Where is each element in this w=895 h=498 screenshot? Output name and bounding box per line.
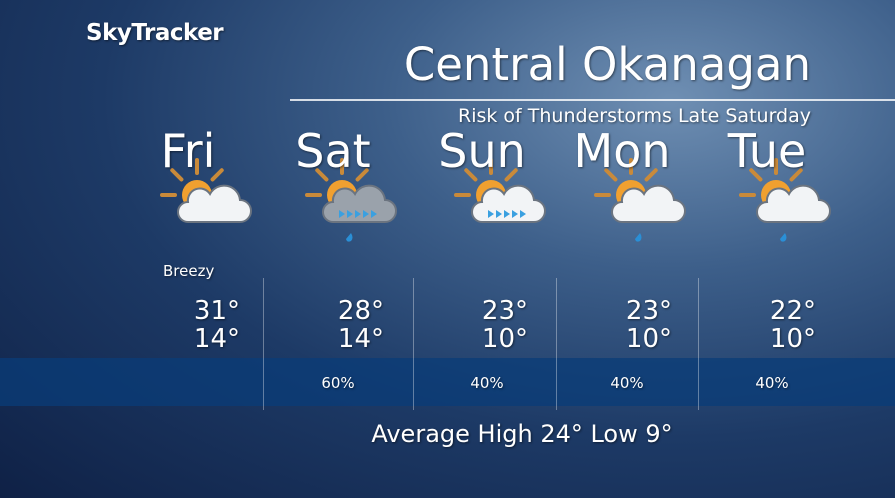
rain-drop xyxy=(346,233,353,242)
day-name: Sun xyxy=(438,124,526,178)
column-separator xyxy=(556,278,557,410)
day-name: Fri xyxy=(160,124,216,178)
day-name: Sat xyxy=(295,124,371,178)
sun-ray xyxy=(789,168,803,182)
low-temp: 10° xyxy=(481,324,528,354)
footer: Average High 24° Low 9° xyxy=(371,420,673,448)
sun-ray xyxy=(644,168,658,182)
precip-chance: 40% xyxy=(610,374,644,392)
rain-arrow xyxy=(488,210,494,218)
day-note: Breezy xyxy=(163,262,215,280)
day-name: Tue xyxy=(727,124,807,178)
rain-arrow xyxy=(496,210,502,218)
precip-band xyxy=(0,358,895,406)
sun-ray xyxy=(504,168,518,182)
column-separator xyxy=(263,278,264,410)
rain-arrow xyxy=(504,210,510,218)
subtitle: Risk of Thunderstorms Late Saturday xyxy=(458,105,811,127)
weather-icon xyxy=(739,158,831,242)
rain-arrow xyxy=(339,210,345,218)
high-temp: 28° xyxy=(337,296,384,326)
weather-icon xyxy=(594,158,686,242)
precip-chance: 40% xyxy=(755,374,789,392)
low-temp: 14° xyxy=(337,324,384,354)
rain-arrow xyxy=(355,210,361,218)
column-separator xyxy=(413,278,414,410)
weather-icon xyxy=(305,158,397,242)
cloud xyxy=(756,184,831,223)
sun-ray xyxy=(604,168,618,182)
sun-ray xyxy=(355,168,369,182)
low-temp: 10° xyxy=(625,324,672,354)
column-separator xyxy=(698,278,699,410)
rain-arrow xyxy=(363,210,369,218)
rain-arrow xyxy=(512,210,518,218)
low-temp: 14° xyxy=(193,324,240,354)
title-rule xyxy=(290,99,895,101)
sun-ray xyxy=(464,168,478,182)
sun-ray xyxy=(749,168,763,182)
high-temp: 23° xyxy=(481,296,528,326)
rain-drop xyxy=(635,233,642,242)
cloud xyxy=(611,184,686,223)
high-temp: 31° xyxy=(193,296,240,326)
precip-chance: 60% xyxy=(321,374,355,392)
rain-arrow xyxy=(347,210,353,218)
precip-chance: 40% xyxy=(470,374,504,392)
high-temp: 22° xyxy=(769,296,816,326)
sun-ray xyxy=(170,168,184,182)
high-temp: 23° xyxy=(625,296,672,326)
low-temp: 10° xyxy=(769,324,816,354)
weather-icon xyxy=(160,158,252,223)
sun-ray xyxy=(210,168,224,182)
weather-icon xyxy=(454,158,546,223)
title: Central Okanagan xyxy=(403,38,811,91)
rain-drop xyxy=(780,233,787,242)
brand: SkyTracker xyxy=(86,20,224,46)
cloud xyxy=(177,184,252,223)
rain-arrow xyxy=(371,210,377,218)
day-name: Mon xyxy=(573,124,671,178)
sun-ray xyxy=(315,168,329,182)
rain-arrow xyxy=(520,210,526,218)
